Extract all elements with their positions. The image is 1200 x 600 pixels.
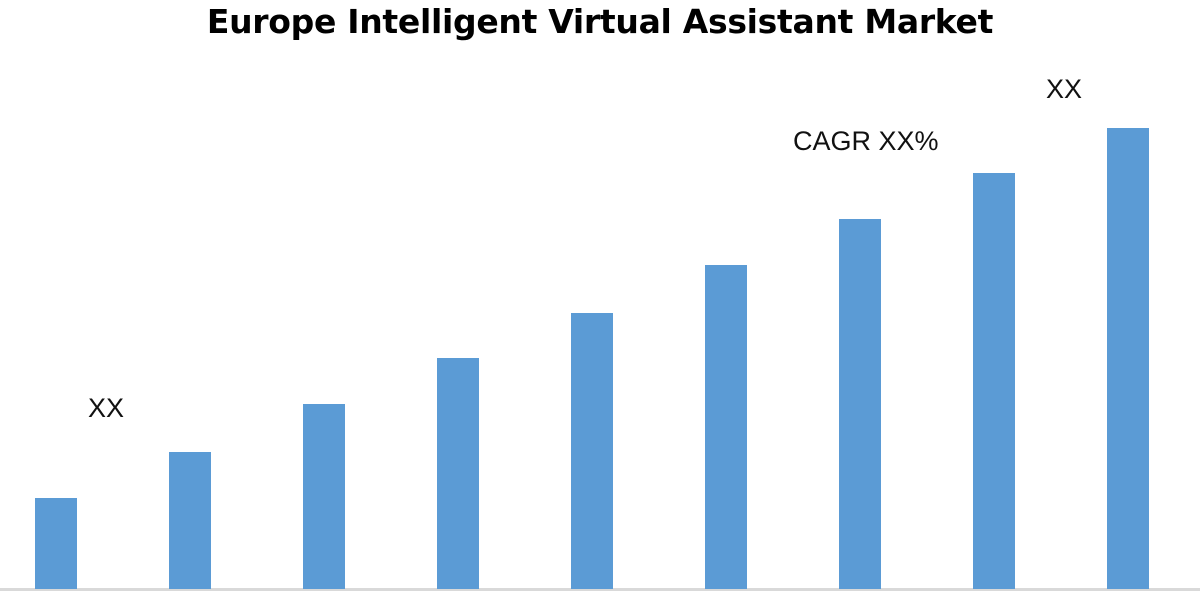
bar-4	[437, 358, 479, 589]
cagr-label: CAGR XX%	[793, 126, 939, 156]
bar-9	[1107, 128, 1149, 589]
bar-3	[303, 404, 345, 589]
bar-1	[35, 498, 77, 589]
end-value-label: XX	[1046, 74, 1083, 104]
chart-title: Europe Intelligent Virtual Assistant Mar…	[206, 2, 994, 41]
bar-7	[839, 219, 881, 589]
bar-5	[571, 313, 613, 589]
start-value-label: XX	[88, 393, 125, 423]
bar-2	[169, 452, 211, 589]
bar-8	[973, 173, 1015, 589]
bar-6	[705, 265, 747, 589]
